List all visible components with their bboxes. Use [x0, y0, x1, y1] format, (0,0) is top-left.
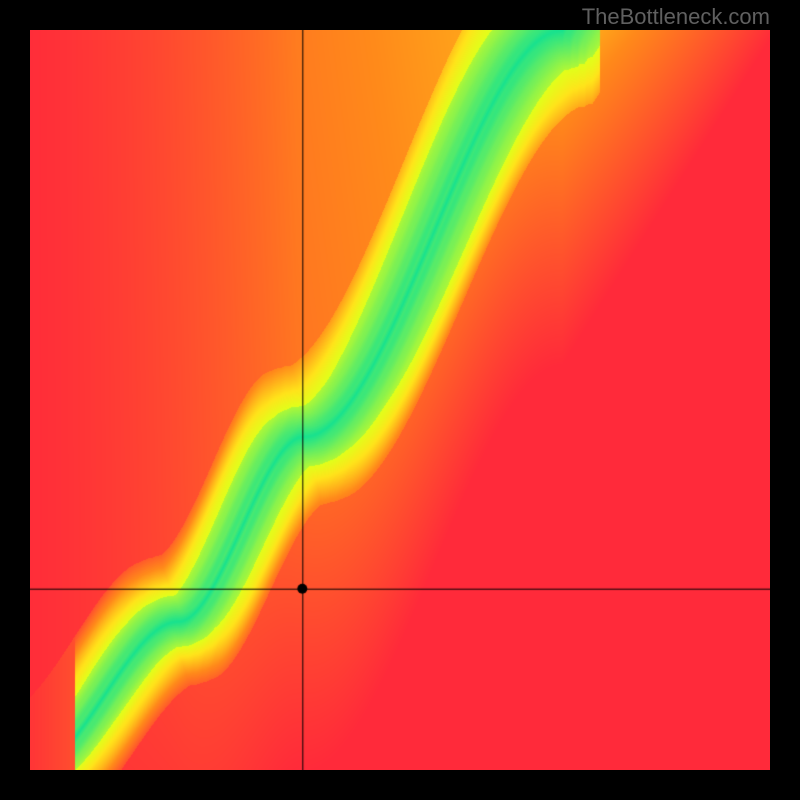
bottleneck-heatmap: [30, 30, 770, 770]
watermark-text: TheBottleneck.com: [582, 4, 770, 30]
